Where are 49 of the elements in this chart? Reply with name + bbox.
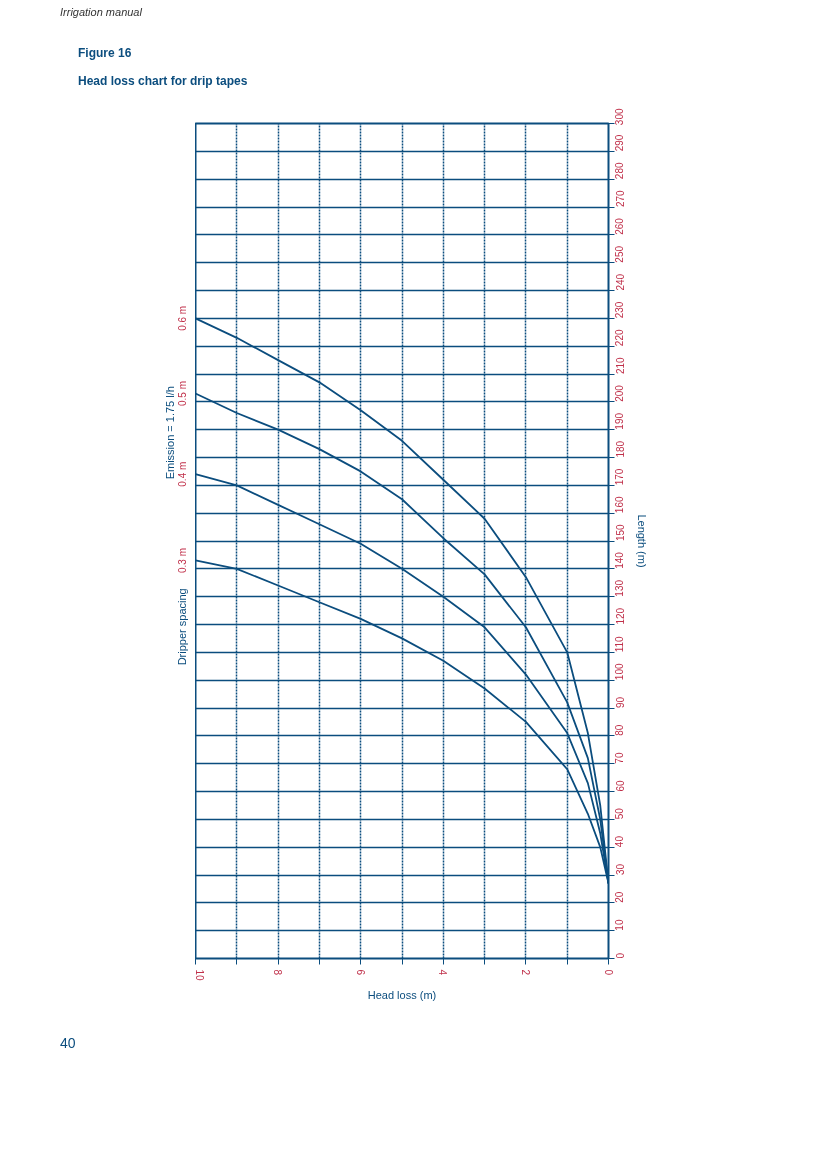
x-tick-label: 8 [272, 969, 284, 976]
text: Emission = 1.75 l/h [163, 386, 176, 480]
y-tick-label: 70 [614, 752, 626, 764]
y-tick-label: 10 [614, 919, 626, 931]
chart-subtitle: Head loss chart for drip tapes [78, 73, 248, 90]
y-tick-label: 190 [614, 412, 626, 430]
y-tick-label: 280 [614, 162, 626, 180]
text: 0.4 m [176, 461, 188, 487]
y-tick-label: 270 [614, 189, 626, 207]
y-tick-label: 0 [614, 952, 626, 959]
y-tick-label: 290 [614, 134, 626, 152]
y-tick-label: 250 [614, 245, 626, 263]
y-tick-label: 170 [614, 468, 626, 486]
y-tick-label: 120 [614, 607, 626, 625]
x-tick-label: 4 [437, 969, 449, 976]
text: Irrigation manual [60, 5, 142, 20]
y-tick-label: 230 [614, 301, 626, 319]
y-tick-label: 130 [614, 579, 626, 597]
chart-title: Figure 16 [78, 45, 132, 62]
text: Dripper spacing [175, 588, 188, 666]
y-tick-label: 100 [614, 663, 626, 681]
y-tick-label: 140 [614, 551, 626, 569]
x-tick-label: 2 [519, 969, 531, 976]
y-tick-label: 90 [614, 696, 626, 708]
x-tick-label: 0 [602, 969, 614, 976]
text: 0.5 m [176, 380, 188, 406]
y-tick-label: 300 [614, 108, 626, 126]
text: 40 [60, 1034, 76, 1053]
y-axis-title: Length (m) [635, 514, 648, 568]
y-tick-label: 200 [614, 384, 626, 402]
y-tick-label: 40 [614, 835, 626, 848]
y-tick-label: 210 [614, 356, 626, 374]
text: 0.6 m [176, 305, 188, 331]
y-tick-label: 160 [614, 496, 626, 514]
x-tick-label: 10 [193, 969, 205, 982]
y-tick-label: 20 [614, 891, 626, 903]
y-tick-label: 150 [614, 523, 626, 541]
y-tick-label: 50 [614, 807, 626, 820]
x-axis-title: Head loss (m) [367, 988, 437, 1001]
y-tick-label: 80 [614, 724, 626, 736]
y-tick-label: 220 [614, 329, 626, 347]
y-tick-label: 260 [614, 217, 626, 235]
x-tick-label: 6 [354, 969, 366, 976]
y-tick-label: 180 [614, 440, 626, 458]
y-tick-label: 240 [614, 273, 626, 291]
y-tick-label: 110 [614, 635, 626, 653]
text: 0.3 m [176, 547, 188, 573]
y-tick-label: 60 [614, 779, 626, 792]
y-tick-label: 30 [614, 863, 626, 875]
